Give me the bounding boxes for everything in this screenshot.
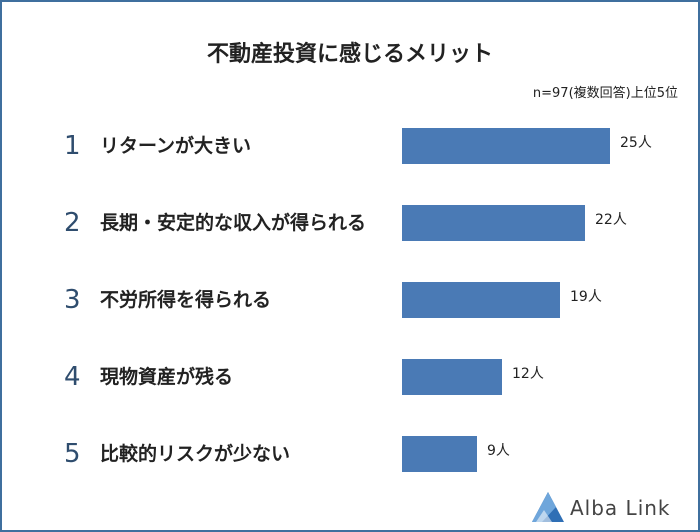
rank-number: 3 <box>64 285 81 315</box>
value-label: 12人 <box>512 366 544 382</box>
value-label: 25人 <box>620 135 652 151</box>
value-label: 19人 <box>570 289 602 305</box>
logo: Alba Link <box>530 490 690 526</box>
rank-number: 5 <box>64 439 81 469</box>
bar-row: 3 不労所得を得られる 19人 <box>2 282 698 318</box>
alba-link-logo-icon <box>532 492 564 522</box>
category-label: 現物資産が残る <box>100 366 234 388</box>
rank-number: 2 <box>64 208 81 238</box>
bar <box>402 282 560 318</box>
rank-number: 1 <box>64 131 81 161</box>
bar <box>402 128 610 164</box>
category-label: 長期・安定的な収入が得られる <box>100 212 367 234</box>
bar-row: 2 長期・安定的な収入が得られる 22人 <box>2 205 698 241</box>
chart-title: 不動産投資に感じるメリット <box>206 42 493 67</box>
bar-row: 4 現物資産が残る 12人 <box>2 359 698 395</box>
bar-row: 5 比較的リスクが少ない 9人 <box>2 436 698 472</box>
bar <box>402 205 585 241</box>
category-label: 不労所得を得られる <box>100 289 272 311</box>
logo-text: Alba Link <box>570 496 671 520</box>
value-label: 9人 <box>487 443 510 459</box>
bar <box>402 436 477 472</box>
bar <box>402 359 502 395</box>
rank-number: 4 <box>64 362 81 392</box>
value-label: 22人 <box>595 212 627 228</box>
bar-row: 1 リターンが大きい 25人 <box>2 128 698 164</box>
category-label: 比較的リスクが少ない <box>100 443 291 465</box>
sample-note: n=97(複数回答)上位5位 <box>532 86 678 101</box>
category-label: リターンが大きい <box>100 135 252 157</box>
